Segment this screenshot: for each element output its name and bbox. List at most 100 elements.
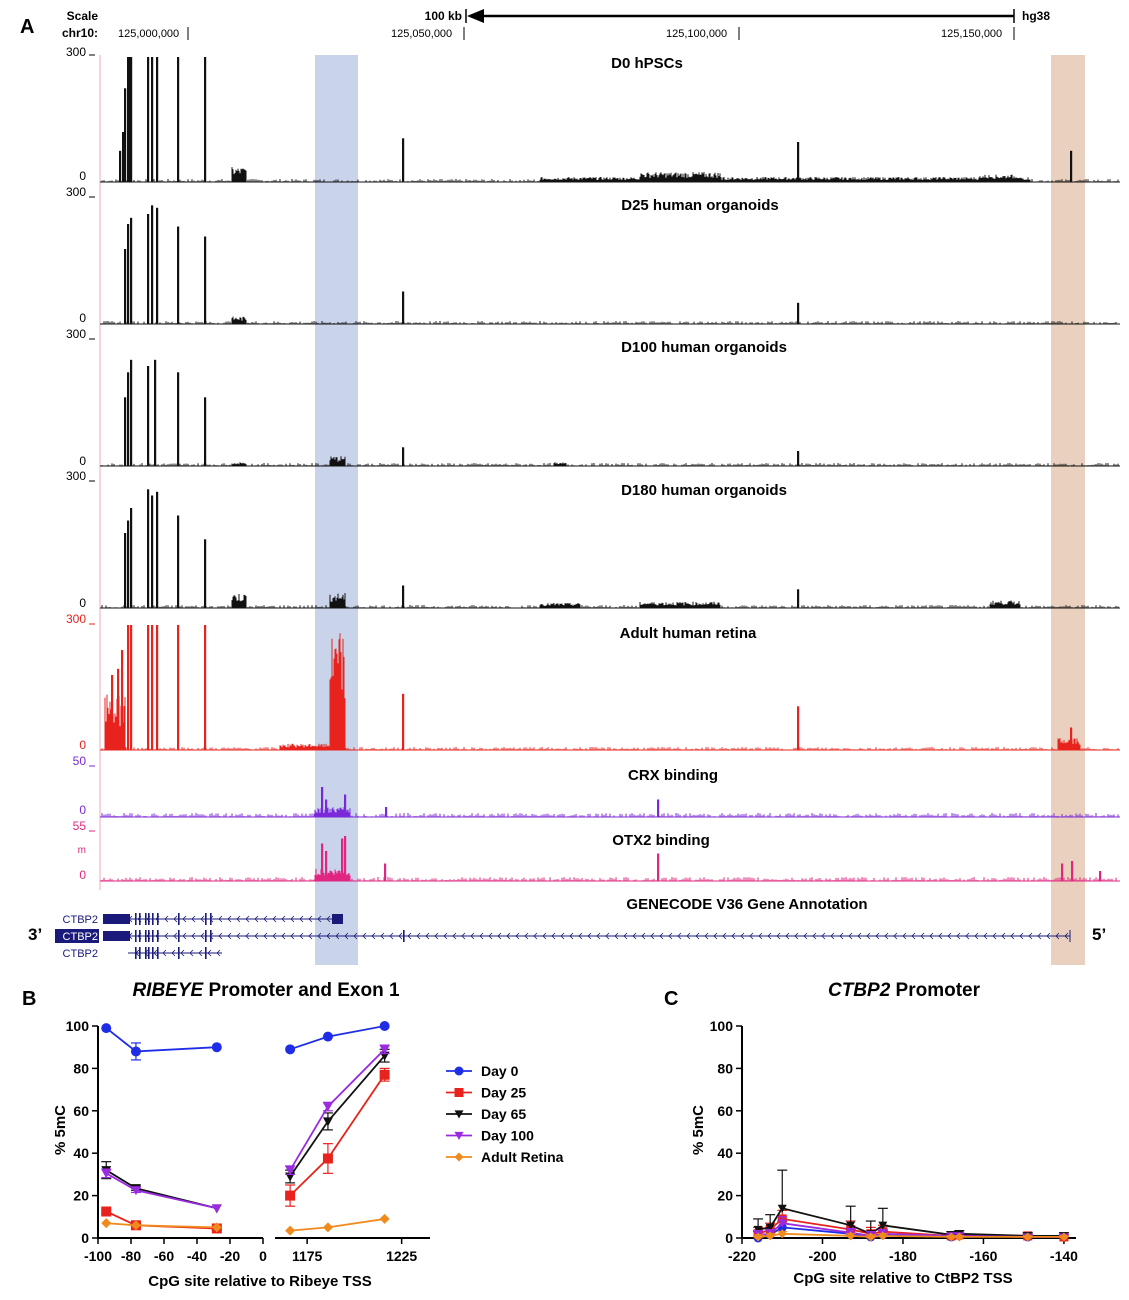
- chart-b-ytick-label: 0: [81, 1230, 89, 1246]
- promoter-highlight-band: [1051, 55, 1085, 965]
- data-point: [878, 1221, 888, 1230]
- track-peak: [384, 863, 387, 881]
- data-point: [322, 1031, 333, 1042]
- track-peak: [147, 625, 150, 750]
- chart-c-ytick-label: 0: [725, 1230, 733, 1246]
- chart-c-series-4: [753, 1229, 1069, 1242]
- track-peak: [1070, 150, 1073, 183]
- legend-label: Day 0: [481, 1063, 519, 1079]
- browser-header: Scale chr10: 100 kb hg38 125,000,000 125…: [62, 9, 1050, 40]
- track-peak: [122, 132, 125, 182]
- legend-item: Day 65: [446, 1106, 526, 1122]
- track-peak: [321, 787, 324, 817]
- data-point: [1059, 1232, 1069, 1242]
- chart-c-xtick-label: -200: [808, 1248, 836, 1264]
- five-prime-label: 5’: [1092, 925, 1106, 944]
- chart-b-xlabel: CpG site relative to Ribeye TSS: [148, 1273, 371, 1290]
- data-point: [878, 1231, 888, 1241]
- track-peak: [127, 520, 130, 608]
- track-peak: [177, 226, 180, 324]
- data-point: [379, 1045, 390, 1055]
- track-title-d100: D100 human organoids: [621, 339, 787, 356]
- data-point: [777, 1229, 787, 1239]
- legend-marker: [454, 1131, 464, 1140]
- track-peak: [344, 794, 347, 817]
- legend-marker: [454, 1152, 464, 1162]
- legend: Day 0 Day 25 Day 65 Day 100 Adult Retina: [446, 1063, 564, 1165]
- track-peak: [147, 366, 150, 466]
- track-signal: [101, 316, 1119, 324]
- track-axis-labels: 300 0 300 0 300 0 300 0 300 0 50 0 55 m …: [66, 45, 86, 882]
- chart-c-xtick-label: -220: [728, 1248, 756, 1264]
- track-signal: [101, 167, 1119, 182]
- data-point: [753, 1232, 763, 1242]
- track-signal: [101, 633, 1119, 750]
- data-point: [285, 1166, 296, 1176]
- series-line: [105, 1027, 217, 1053]
- track-peak: [124, 397, 127, 467]
- gene-label-2-highlight: [55, 929, 99, 943]
- series-line: [758, 1232, 1064, 1238]
- chart-b-series-3: [101, 1044, 390, 1214]
- track-peak: [1071, 861, 1074, 881]
- chart-c-xtick-label: -180: [889, 1248, 917, 1264]
- coordinate-label-1: 125,000,000: [118, 28, 179, 40]
- chart-b-series-1: [101, 1067, 390, 1234]
- ribeye-highlight-band: [315, 55, 358, 965]
- chart-b-title: RIBEYE Promoter and Exon 1: [132, 980, 400, 1001]
- gene-annotation: 3’ 5’ CTBP2 CTBP2 CTBP2: [28, 913, 1106, 960]
- track-peak: [204, 236, 207, 324]
- series-line: [290, 1218, 385, 1232]
- data-point: [211, 1204, 222, 1214]
- scale-bar-arrow-icon: [467, 9, 484, 23]
- series-line: [289, 1025, 385, 1051]
- track-min-d100: 0: [79, 454, 86, 468]
- track-signal: [101, 807, 1119, 817]
- track-peak: [156, 491, 159, 609]
- data-point: [866, 1232, 876, 1242]
- track-peak: [204, 57, 207, 182]
- gene-track-title: GENECODE V36 Gene Annotation: [626, 896, 867, 913]
- signal-track-adult: [100, 625, 1120, 751]
- track-min-crx: 0: [79, 803, 86, 817]
- track-peak: [119, 150, 122, 183]
- track-peak: [402, 693, 405, 751]
- track-peak: [657, 853, 660, 881]
- track-peak: [325, 799, 328, 817]
- data-point: [322, 1153, 333, 1164]
- chart-b-series-4: [101, 1213, 390, 1236]
- track-peak: [385, 807, 388, 817]
- chart-b-xtick-label: -100: [84, 1248, 112, 1264]
- track-min-d0: 0: [79, 169, 86, 183]
- legend-marker: [454, 1110, 464, 1119]
- panel-label-c: C: [664, 988, 678, 1010]
- track-extra-otx2: m: [78, 845, 86, 856]
- series-line: [105, 1169, 218, 1210]
- panel-c-chart: CTBP2 Promoter % 5mC CpG site relative t…: [690, 980, 1078, 1287]
- track-peak: [151, 57, 154, 182]
- track-max-d0: 300: [66, 45, 86, 59]
- track-peak: [130, 217, 133, 325]
- track-peak: [204, 397, 207, 467]
- data-point: [777, 1219, 787, 1228]
- track-title-adult-retina: Adult human retina: [620, 625, 757, 642]
- track-peak: [130, 359, 133, 467]
- track-peak: [127, 224, 130, 324]
- track-peak: [177, 372, 180, 467]
- gene-label-1: CTBP2: [63, 914, 98, 926]
- data-point: [130, 1046, 141, 1057]
- track-peak: [797, 706, 800, 751]
- series-line: [106, 1222, 217, 1229]
- track-peak: [402, 585, 405, 608]
- legend-item: Day 0: [446, 1063, 519, 1079]
- legend-label: Day 100: [481, 1128, 534, 1144]
- chart-b-xtick-label: -60: [154, 1248, 174, 1264]
- track-peak: [111, 675, 114, 750]
- data-point: [211, 1042, 222, 1053]
- chart-b-ytick-label: 60: [73, 1103, 89, 1119]
- track-peak: [321, 843, 324, 881]
- track-peak: [117, 668, 120, 751]
- track-peak: [124, 533, 127, 608]
- chrom-label: chr10:: [62, 26, 98, 40]
